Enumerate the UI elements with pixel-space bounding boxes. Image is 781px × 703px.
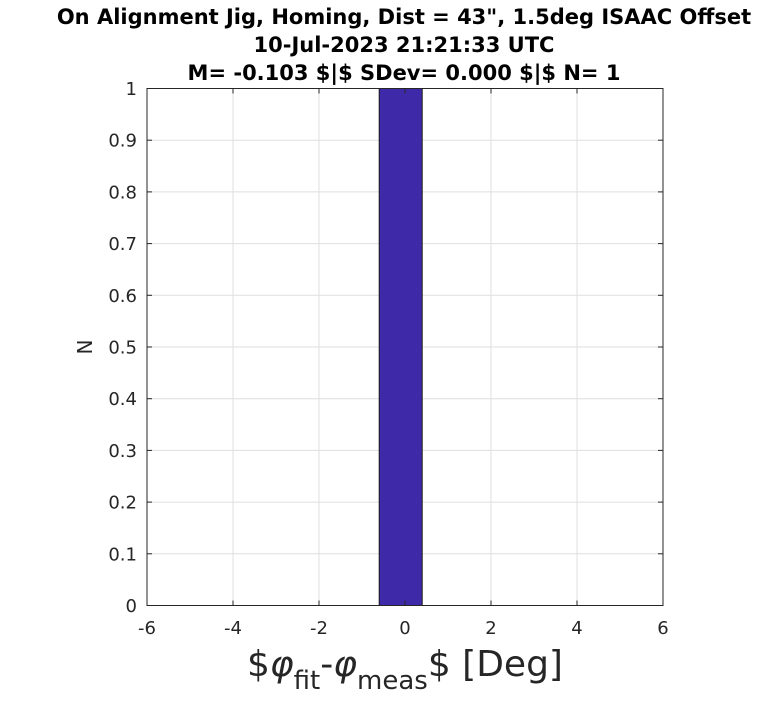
x-tick-label-1: -4 [224, 618, 242, 639]
y-axis-label: N [73, 340, 97, 355]
histogram-bar-0 [378, 88, 423, 606]
x-axis-label-phi-meas: φ [333, 644, 357, 685]
y-tick-label-8: 0.8 [108, 182, 137, 203]
x-axis-label-phi-fit: φ [270, 644, 294, 685]
y-tick-label-6: 0.6 [108, 286, 137, 307]
x-axis-label-prefix: $ [247, 644, 270, 685]
x-tick-label-3: 0 [399, 618, 410, 639]
y-tick-label-5: 0.5 [108, 338, 137, 359]
x-tick-label-5: 4 [571, 618, 582, 639]
y-tick-label-10: 1 [126, 79, 137, 100]
x-tick-label-4: 2 [485, 618, 496, 639]
y-tick-label-1: 0.1 [108, 544, 137, 565]
x-axis-label-dash: - [320, 644, 333, 685]
x-tick-label-2: -2 [310, 618, 328, 639]
y-tick-label-9: 0.9 [108, 131, 137, 152]
x-axis-label-sub-fit: fit [294, 666, 321, 696]
y-tick-label-2: 0.2 [108, 493, 137, 514]
y-tick-label-7: 0.7 [108, 234, 137, 255]
y-tick-label-4: 0.4 [108, 389, 137, 410]
x-axis-ticks: -6 -4 -2 0 2 4 6 [138, 88, 669, 639]
y-tick-label-0: 0 [126, 596, 137, 617]
title-line-1: On Alignment Jig, Homing, Dist = 43", 1.… [57, 5, 751, 29]
x-axis-label: $φfit-φmeas$ [Deg] [247, 644, 563, 696]
title-line-3: M= -0.103 $|$ SDev= 0.000 $|$ N= 1 [188, 61, 621, 86]
x-axis-label-suffix: $ [Deg] [428, 644, 563, 685]
bars [378, 88, 423, 606]
x-axis-label-sub-meas: meas [357, 666, 428, 696]
y-axis-ticks: 0 0.1 0.2 0.3 0.4 0.5 0.6 0.7 0.8 0.9 1 [108, 79, 663, 617]
y-tick-label-3: 0.3 [108, 441, 137, 462]
chart-title: On Alignment Jig, Homing, Dist = 43", 1.… [57, 5, 751, 86]
title-line-2: 10-Jul-2023 21:21:33 UTC [254, 33, 555, 57]
x-tick-label-6: 6 [657, 618, 668, 639]
x-tick-label-0: -6 [138, 618, 156, 639]
